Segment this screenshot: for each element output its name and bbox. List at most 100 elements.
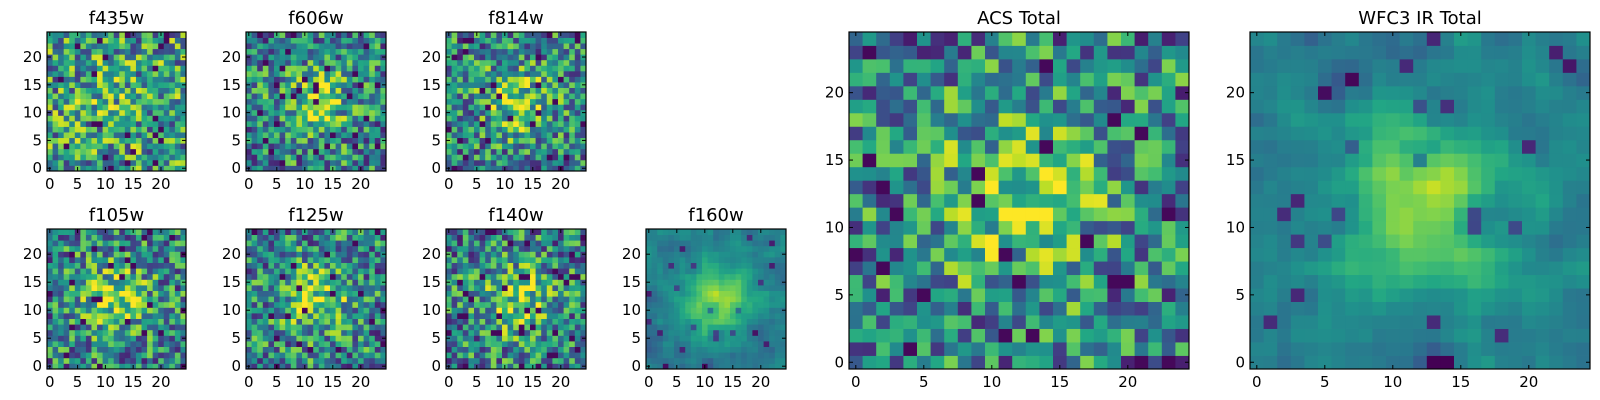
heatmap-cell (758, 357, 764, 364)
heatmap-cell (496, 65, 503, 72)
heatmap-cell (713, 279, 720, 286)
heatmap-cell (91, 82, 98, 88)
heatmap-cell (474, 126, 480, 133)
heatmap-cell (318, 245, 325, 252)
heatmap-cell (479, 346, 486, 353)
heatmap-cell (69, 132, 76, 139)
heatmap-cell (130, 37, 137, 44)
heatmap-cell (774, 301, 781, 308)
heatmap-cell (346, 234, 353, 241)
heatmap-cell (369, 115, 376, 122)
heatmap-cell (279, 251, 286, 258)
heatmap-cell (474, 313, 480, 319)
heatmap-cell (113, 109, 120, 116)
heatmap-cell (730, 290, 736, 297)
heatmap-cell (998, 166, 1013, 181)
heatmap-cell (769, 346, 776, 353)
heatmap-cell (102, 251, 109, 258)
heatmap-cell (541, 285, 548, 291)
heatmap-cell (302, 324, 308, 331)
heatmap-cell (302, 313, 308, 319)
heatmap-cell (485, 115, 492, 122)
heatmap-cell (257, 329, 264, 336)
heatmap-cell (490, 290, 497, 297)
heatmap-cell (468, 273, 475, 280)
heatmap-cell (1134, 274, 1149, 289)
heatmap-cell (180, 324, 187, 331)
heatmap-cell (944, 247, 959, 262)
heatmap-cell (152, 318, 159, 325)
heatmap-cell (574, 273, 581, 280)
heatmap-cell (363, 98, 370, 105)
heatmap-cell (141, 279, 148, 286)
heatmap-cell (774, 318, 781, 325)
heatmap-cell (91, 126, 98, 133)
heatmap-cell (752, 352, 759, 359)
heatmap-cell (58, 143, 65, 150)
heatmap-cell (496, 143, 503, 150)
heatmap-cell (279, 126, 286, 133)
heatmap-cell (524, 245, 531, 252)
heatmap-cell (507, 268, 514, 275)
heatmap-cell (668, 290, 675, 297)
heatmap-cell (130, 301, 137, 308)
heatmap-cell (163, 48, 170, 55)
heatmap-cell (496, 165, 503, 172)
heatmap-cell (552, 65, 559, 72)
heatmap-cell (574, 32, 581, 38)
heatmap-cell (668, 313, 675, 319)
heatmap-cell (141, 104, 148, 111)
heatmap-cell (679, 285, 686, 291)
heatmap-cell (541, 82, 548, 88)
heatmap-cell (1161, 274, 1176, 289)
y-tick-label: 5 (32, 131, 42, 149)
heatmap-cell (490, 268, 497, 275)
heatmap-cell (485, 301, 492, 308)
heatmap-cell (358, 109, 364, 116)
heatmap-cell (468, 148, 475, 155)
heatmap-cell (1121, 315, 1135, 329)
heatmap-cell (251, 301, 258, 308)
heatmap-cell (685, 324, 692, 331)
heatmap-cell (174, 159, 181, 166)
heatmap-cell (346, 245, 353, 252)
heatmap-cell (174, 120, 181, 127)
heatmap-cell (446, 143, 452, 150)
heatmap-cell (358, 126, 364, 133)
heatmap-cell (47, 48, 53, 55)
heatmap-cell (302, 307, 308, 314)
heatmap-cell (180, 43, 187, 50)
heatmap-cell (369, 296, 376, 303)
heatmap-cell (330, 137, 336, 144)
heatmap-cell (130, 268, 137, 275)
heatmap-cell (485, 318, 492, 325)
heatmap-cell (74, 290, 81, 297)
heatmap-cell (152, 70, 159, 77)
heatmap-cell (296, 307, 303, 314)
heatmap-cell (563, 296, 570, 303)
heatmap-cell (451, 54, 458, 61)
heatmap-cell (518, 357, 525, 364)
heatmap-cell (363, 159, 370, 166)
heatmap-cell (657, 363, 664, 370)
heatmap-cell (330, 104, 336, 111)
heatmap-cell (141, 165, 148, 172)
heatmap-cell (74, 109, 81, 116)
heatmap-cell (780, 296, 787, 303)
heatmap-cell (724, 363, 731, 370)
heatmap-cell (580, 132, 587, 139)
heatmap-cell (163, 143, 170, 150)
heatmap-cell (713, 363, 720, 370)
heatmap-cell (662, 296, 669, 303)
heatmap-cell (889, 207, 904, 222)
heatmap-cell (696, 273, 703, 280)
heatmap-cell (97, 318, 103, 325)
heatmap-cell (124, 290, 131, 297)
heatmap-cell (80, 76, 87, 83)
heatmap-cell (324, 245, 331, 252)
heatmap-cell (849, 234, 863, 249)
heatmap-cell (313, 65, 320, 72)
heatmap-cell (58, 70, 65, 77)
heatmap-cell (889, 220, 904, 235)
